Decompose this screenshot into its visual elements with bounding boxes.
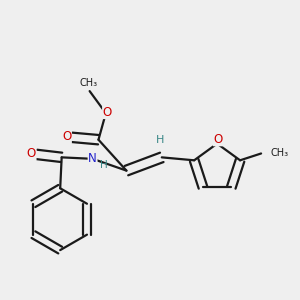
Text: CH₃: CH₃ — [271, 148, 289, 158]
Text: H: H — [100, 160, 108, 170]
Text: O: O — [27, 147, 36, 160]
Text: O: O — [62, 130, 71, 143]
Text: CH₃: CH₃ — [80, 78, 98, 88]
Text: O: O — [103, 106, 112, 118]
Text: O: O — [213, 133, 223, 146]
Text: H: H — [156, 135, 164, 145]
Text: N: N — [88, 152, 97, 165]
